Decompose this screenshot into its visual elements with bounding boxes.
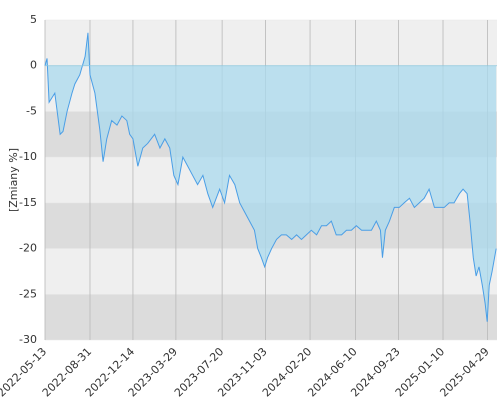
y-tick-label: -20 [19,242,37,255]
y-tick-label: 5 [30,13,37,26]
y-axis-label: [Zmiany %] [7,148,20,212]
y-tick-label: -5 [26,104,37,117]
y-tick-label: -15 [19,196,37,209]
y-tick-label: 0 [30,59,37,72]
line [44,32,497,322]
band [45,294,497,340]
y-tick-label: -25 [19,287,37,300]
y-tick-label: -10 [19,150,37,163]
y-tick-label: -30 [19,333,37,346]
area [45,32,497,322]
